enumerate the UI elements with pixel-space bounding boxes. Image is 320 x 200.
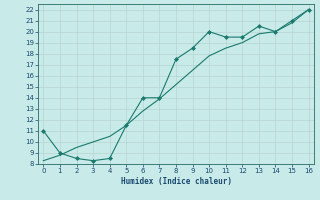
X-axis label: Humidex (Indice chaleur): Humidex (Indice chaleur)	[121, 177, 231, 186]
